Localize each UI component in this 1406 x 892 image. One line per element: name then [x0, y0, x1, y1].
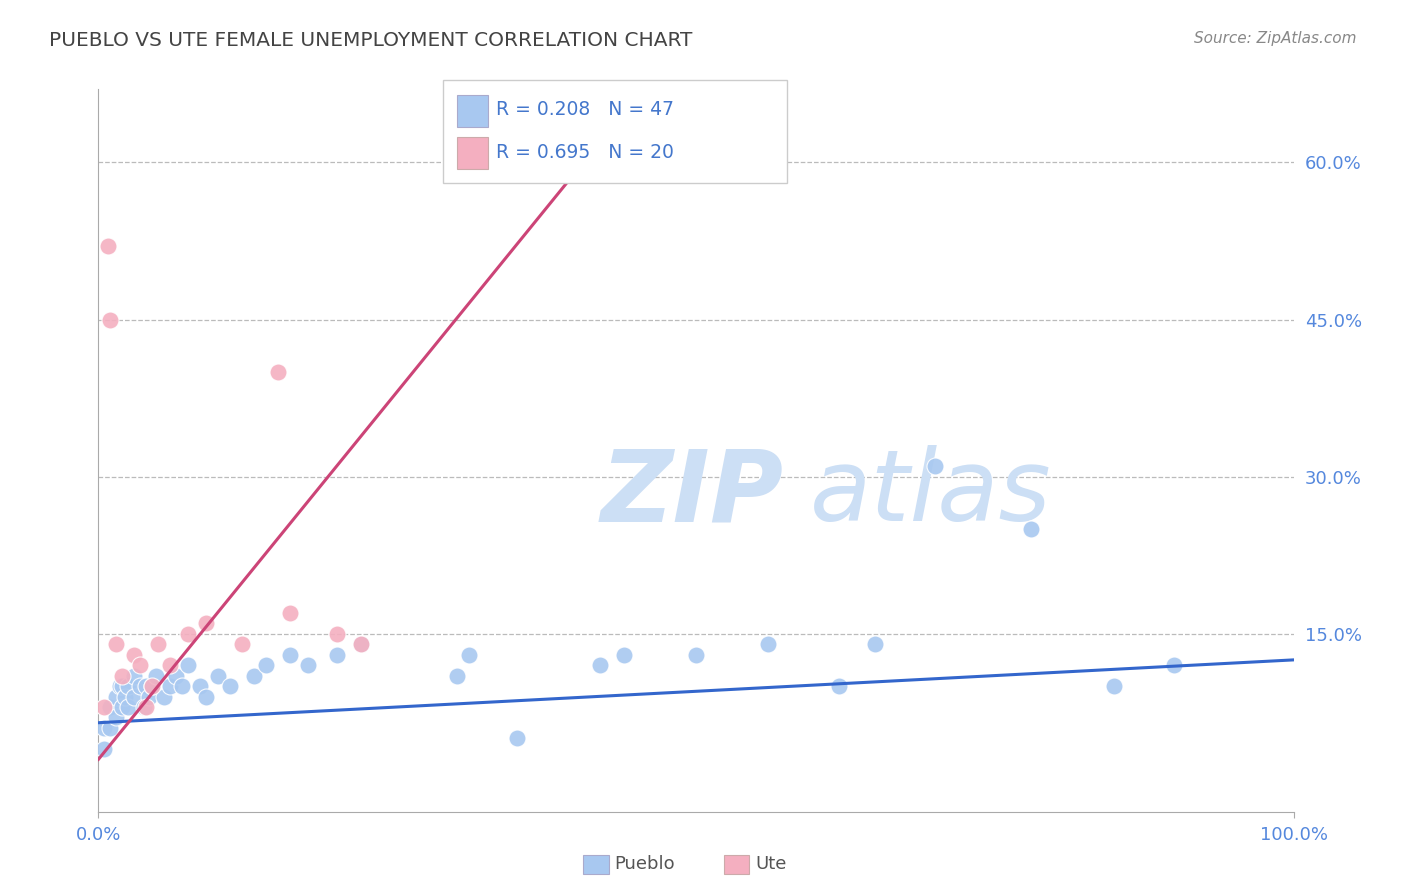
Point	[1104, 679, 1126, 693]
Point	[243, 668, 266, 682]
Point	[589, 658, 612, 673]
Point	[254, 658, 277, 673]
Point	[105, 710, 128, 724]
Point	[685, 648, 707, 662]
Point	[188, 679, 211, 693]
Point	[195, 616, 218, 631]
Point	[458, 648, 481, 662]
Point	[177, 626, 200, 640]
Point	[350, 637, 373, 651]
Point	[124, 668, 146, 682]
Point	[105, 637, 128, 651]
Text: atlas: atlas	[810, 445, 1052, 542]
Point	[124, 648, 146, 662]
Text: PUEBLO VS UTE FEMALE UNEMPLOYMENT CORRELATION CHART: PUEBLO VS UTE FEMALE UNEMPLOYMENT CORREL…	[49, 31, 693, 50]
Point	[93, 700, 115, 714]
Point	[195, 690, 218, 704]
Point	[148, 637, 170, 651]
Point	[828, 679, 851, 693]
Point	[138, 690, 160, 704]
Point	[124, 690, 146, 704]
Point	[141, 679, 163, 693]
Point	[924, 459, 946, 474]
Point	[219, 679, 242, 693]
Point	[117, 679, 139, 693]
Point	[1019, 522, 1042, 536]
Point	[129, 679, 152, 693]
Point	[267, 365, 290, 379]
Point	[278, 606, 301, 620]
Point	[297, 658, 319, 673]
Point	[108, 679, 131, 693]
Point	[135, 679, 157, 693]
Point	[278, 648, 301, 662]
Point	[98, 700, 122, 714]
Text: Pueblo: Pueblo	[614, 855, 675, 873]
Point	[111, 679, 134, 693]
Point	[98, 312, 122, 326]
Point	[159, 679, 181, 693]
Point	[97, 239, 120, 253]
Point	[506, 731, 529, 746]
Point	[105, 690, 128, 704]
Point	[135, 700, 157, 714]
Point	[613, 648, 636, 662]
Point	[326, 626, 349, 640]
Point	[129, 658, 152, 673]
Point	[446, 668, 468, 682]
Point	[145, 668, 167, 682]
Point	[111, 668, 134, 682]
Point	[93, 721, 115, 735]
Point	[117, 700, 139, 714]
Point	[165, 668, 187, 682]
Point	[350, 637, 373, 651]
Text: ZIP: ZIP	[600, 445, 783, 542]
Point	[111, 700, 134, 714]
Point	[153, 690, 176, 704]
Point	[132, 700, 155, 714]
Point	[172, 679, 194, 693]
Point	[98, 721, 122, 735]
Point	[141, 679, 163, 693]
Point	[1163, 658, 1185, 673]
Point	[177, 658, 200, 673]
Point	[326, 648, 349, 662]
Text: R = 0.695   N = 20: R = 0.695 N = 20	[496, 143, 675, 162]
Text: Source: ZipAtlas.com: Source: ZipAtlas.com	[1194, 31, 1357, 46]
Point	[207, 668, 229, 682]
Point	[93, 742, 115, 756]
Text: Ute: Ute	[755, 855, 786, 873]
Point	[231, 637, 253, 651]
Point	[865, 637, 887, 651]
Text: R = 0.208   N = 47: R = 0.208 N = 47	[496, 100, 675, 120]
Point	[114, 690, 136, 704]
Point	[756, 637, 779, 651]
Point	[159, 658, 181, 673]
